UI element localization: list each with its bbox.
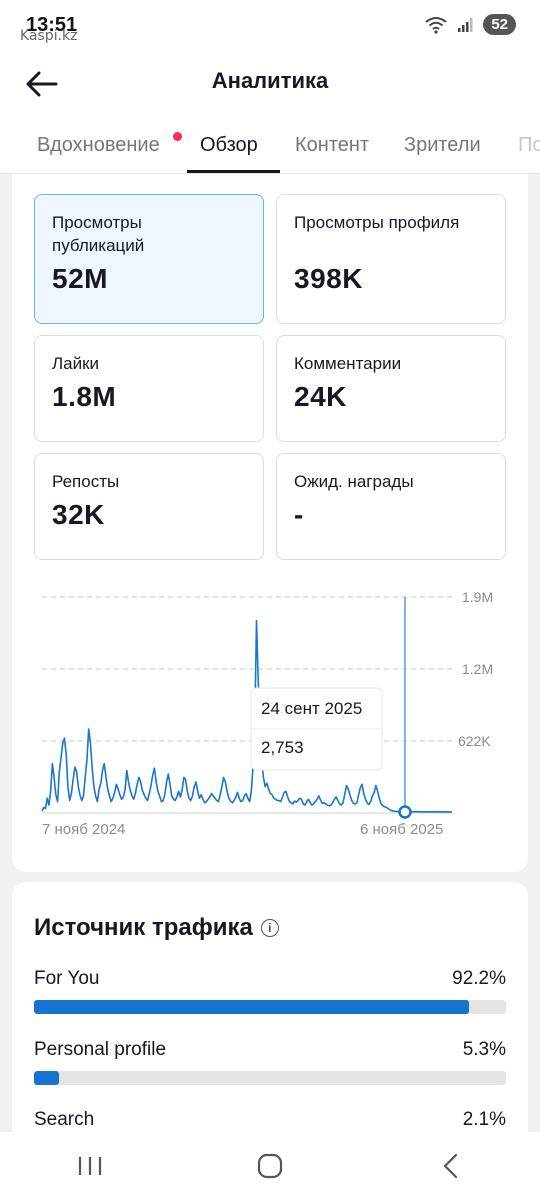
y-tick-label: 622K <box>458 733 491 749</box>
stat-value: 52M <box>52 263 108 294</box>
traffic-source-card: Источник трафика i For You 92.2% Persona… <box>12 882 528 1142</box>
tooltip-value: 2,753 <box>261 738 304 757</box>
traffic-title-text: Источник трафика <box>34 914 253 941</box>
source-bar <box>34 1000 506 1014</box>
stat-post-views[interactable]: Просмотры публикаций 52M <box>34 194 264 324</box>
views-chart[interactable]: 1.9M 1.2M 622K 7 нояб 2024 6 нояб 2025 2… <box>30 580 510 850</box>
signal-icon <box>458 17 473 32</box>
source-label: For You <box>34 968 100 989</box>
stat-comments[interactable]: Комментарии 24K <box>276 335 506 442</box>
source-bar-fill <box>34 1071 60 1085</box>
system-nav-bar <box>0 1132 540 1200</box>
tab-overview[interactable]: Обзор <box>200 134 258 156</box>
source-bar <box>34 1071 506 1085</box>
stat-value: 24K <box>294 381 347 412</box>
tooltip-date: 24 сент 2025 <box>261 699 362 718</box>
chart-svg: 1.9M 1.2M 622K 7 нояб 2024 6 нояб 2025 2… <box>41 589 493 838</box>
stat-reposts[interactable]: Репосты 32K <box>34 453 264 560</box>
stat-likes[interactable]: Лайки 1.8M <box>34 335 264 442</box>
stat-label: Просмотры публикаций <box>52 213 145 255</box>
stat-profile-views[interactable]: Просмотры профиля 398K <box>276 194 506 324</box>
tab-inspiration[interactable]: Вдохновение <box>37 134 160 156</box>
stat-label: Просмотры профиля <box>294 213 460 232</box>
stat-label: Репосты <box>52 472 120 491</box>
tab-audience[interactable]: Зрители <box>404 134 481 156</box>
traffic-title: Источник трафика i <box>34 914 279 942</box>
source-label: Personal profile <box>34 1039 167 1060</box>
system-back-button[interactable] <box>420 1141 480 1191</box>
active-tab-indicator <box>187 170 280 173</box>
stat-label: Ожид. награды <box>294 472 414 491</box>
recent-apps-icon <box>78 1157 102 1175</box>
cursor-dot[interactable] <box>398 805 412 819</box>
tab-bar: Вдохновение Обзор Контент Зрители По <box>0 116 540 174</box>
arrow-left-icon <box>26 71 58 97</box>
tooltip: 24 сент 2025 2,753 <box>250 687 383 771</box>
wifi-icon <box>425 16 447 34</box>
status-icons: 52 <box>425 14 516 35</box>
source-percent: 92.2% <box>452 968 506 989</box>
info-icon[interactable]: i <box>260 919 279 937</box>
series-line <box>41 619 452 813</box>
source-bar-fill <box>34 1000 470 1014</box>
battery-indicator: 52 <box>483 14 516 35</box>
home-icon <box>257 1153 283 1179</box>
notification-dot <box>173 132 182 141</box>
status-time: 13:51 <box>26 14 78 36</box>
recent-apps-button[interactable] <box>60 1141 120 1191</box>
source-label: Search <box>34 1109 95 1130</box>
stat-value: 1.8M <box>52 381 117 412</box>
chevron-left-icon <box>443 1153 458 1179</box>
home-button[interactable] <box>240 1141 300 1191</box>
stat-value: 398K <box>294 263 363 294</box>
app-header: Аналитика <box>0 54 540 116</box>
stat-value: 32K <box>52 499 105 530</box>
x-tick-label: 6 нояб 2025 <box>360 821 443 838</box>
page-title: Аналитика <box>211 68 329 93</box>
x-tick-label: 7 нояб 2024 <box>42 821 125 838</box>
source-percent: 5.3% <box>462 1039 506 1060</box>
tab-content[interactable]: Контент <box>295 134 370 156</box>
stat-label: Комментарии <box>294 354 402 373</box>
watermark: Kaspi.kz <box>20 28 78 44</box>
status-bar: 13:51 Kaspi.kz 52 <box>0 0 540 54</box>
stat-label: Лайки <box>52 354 100 373</box>
y-tick-label: 1.9M <box>462 589 493 605</box>
back-button[interactable] <box>22 64 62 104</box>
y-tick-label: 1.2M <box>462 661 493 677</box>
stat-value: - <box>294 499 304 530</box>
tab-more[interactable]: По <box>518 134 540 156</box>
stat-expected-rewards[interactable]: Ожид. награды - <box>276 453 506 560</box>
source-percent: 2.1% <box>462 1109 506 1130</box>
